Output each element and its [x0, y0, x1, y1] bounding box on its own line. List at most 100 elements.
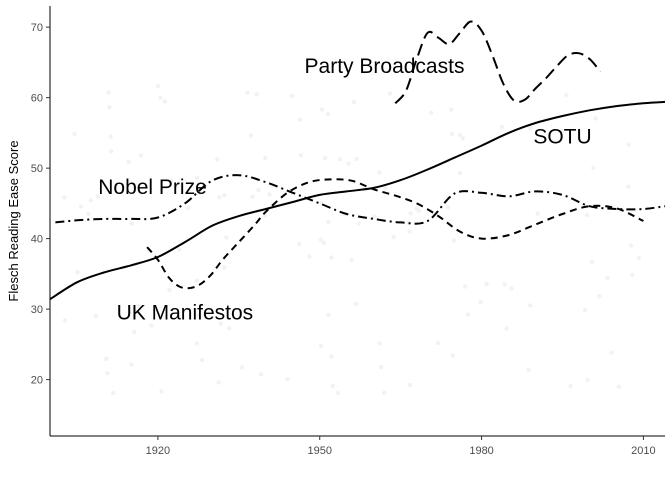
background-point	[129, 221, 135, 226]
background-point	[307, 254, 312, 259]
background-point	[297, 117, 303, 123]
background-point	[435, 340, 441, 346]
background-point	[504, 326, 509, 331]
background-point	[354, 156, 359, 162]
background-point	[465, 312, 471, 317]
background-point	[149, 323, 154, 328]
background-point	[196, 313, 201, 318]
background-point	[95, 194, 101, 199]
background-point	[162, 99, 167, 104]
background-point	[564, 92, 569, 98]
background-point	[199, 357, 205, 363]
y-axis-ticks: 20 30 40 50 60 70	[31, 22, 50, 387]
background-point	[383, 186, 388, 191]
background-point	[457, 170, 462, 176]
background-point	[605, 275, 610, 281]
background-point	[528, 126, 533, 131]
background-point	[323, 155, 328, 161]
background-point	[351, 99, 357, 105]
background-point	[335, 390, 340, 396]
background-point	[194, 278, 199, 283]
background-point	[478, 300, 483, 305]
background-point	[267, 192, 272, 197]
background-point	[457, 132, 462, 138]
background-point	[445, 205, 451, 210]
background-point	[138, 153, 144, 158]
background-point	[224, 235, 229, 240]
y-tick-label: 20	[31, 375, 43, 387]
background-point	[319, 107, 325, 112]
background-point	[155, 84, 161, 89]
background-point	[626, 142, 631, 147]
annotation-party-broadcasts: Party Broadcasts	[305, 55, 465, 78]
background-point	[535, 211, 540, 216]
background-point	[75, 269, 80, 275]
x-tick-label: 1980	[469, 445, 493, 457]
background-point	[484, 281, 489, 287]
background-point	[218, 321, 224, 326]
series-line-party-broadcasts	[394, 20, 602, 104]
background-point	[337, 157, 343, 162]
background-point	[194, 341, 199, 346]
background-point	[449, 131, 455, 136]
background-point	[329, 354, 334, 359]
background-point	[589, 260, 595, 265]
y-tick-label: 30	[31, 304, 43, 316]
background-point	[194, 175, 200, 180]
background-point	[382, 390, 387, 396]
background-point	[62, 318, 68, 323]
background-point	[126, 159, 131, 164]
background-point	[158, 95, 163, 100]
background-point	[248, 133, 254, 138]
y-tick-label: 70	[31, 22, 43, 34]
background-point	[356, 221, 361, 226]
background-point	[429, 110, 434, 116]
background-point	[449, 107, 454, 112]
background-point	[407, 229, 412, 234]
background-point	[106, 90, 111, 95]
series-layer	[49, 20, 666, 301]
background-point	[325, 111, 331, 117]
background-point	[217, 195, 222, 200]
background-point	[111, 390, 116, 396]
background-point	[349, 257, 354, 262]
background-point	[285, 377, 290, 382]
background-point	[463, 284, 468, 289]
background-point	[245, 90, 250, 95]
background-point	[93, 313, 99, 319]
background-point	[227, 326, 232, 331]
background-point	[450, 353, 456, 358]
background-point	[387, 91, 393, 96]
background-point	[346, 161, 351, 166]
background-point	[568, 384, 573, 389]
background-point	[326, 220, 331, 225]
background-point	[297, 241, 302, 247]
background-point	[407, 382, 413, 388]
background-point	[254, 92, 259, 97]
background-point	[626, 184, 631, 189]
background-point	[372, 214, 377, 219]
series-line-nobel-prize	[55, 174, 666, 225]
background-point	[250, 194, 255, 199]
background-point	[239, 365, 244, 370]
background-point	[616, 384, 621, 389]
background-point	[159, 389, 164, 394]
background-point	[129, 362, 134, 367]
x-axis-ticks: 1920 1950 1980 2010	[146, 436, 656, 457]
background-point	[298, 153, 304, 158]
background-point	[258, 372, 264, 377]
background-point	[107, 105, 112, 110]
annotation-layer: Party Broadcasts SOTU Nobel Prize UK Manife…	[98, 55, 591, 325]
background-point	[133, 309, 138, 314]
background-point	[214, 157, 220, 162]
annotation-nobel-prize: Nobel Prize	[98, 176, 207, 199]
background-point	[108, 134, 113, 139]
y-tick-label: 40	[31, 234, 43, 246]
background-point	[636, 255, 641, 261]
x-tick-label: 1950	[307, 445, 331, 457]
background-point	[330, 383, 335, 388]
background-point	[582, 307, 588, 312]
background-point	[86, 211, 91, 216]
y-tick-label: 50	[31, 163, 43, 175]
background-point	[185, 205, 191, 211]
